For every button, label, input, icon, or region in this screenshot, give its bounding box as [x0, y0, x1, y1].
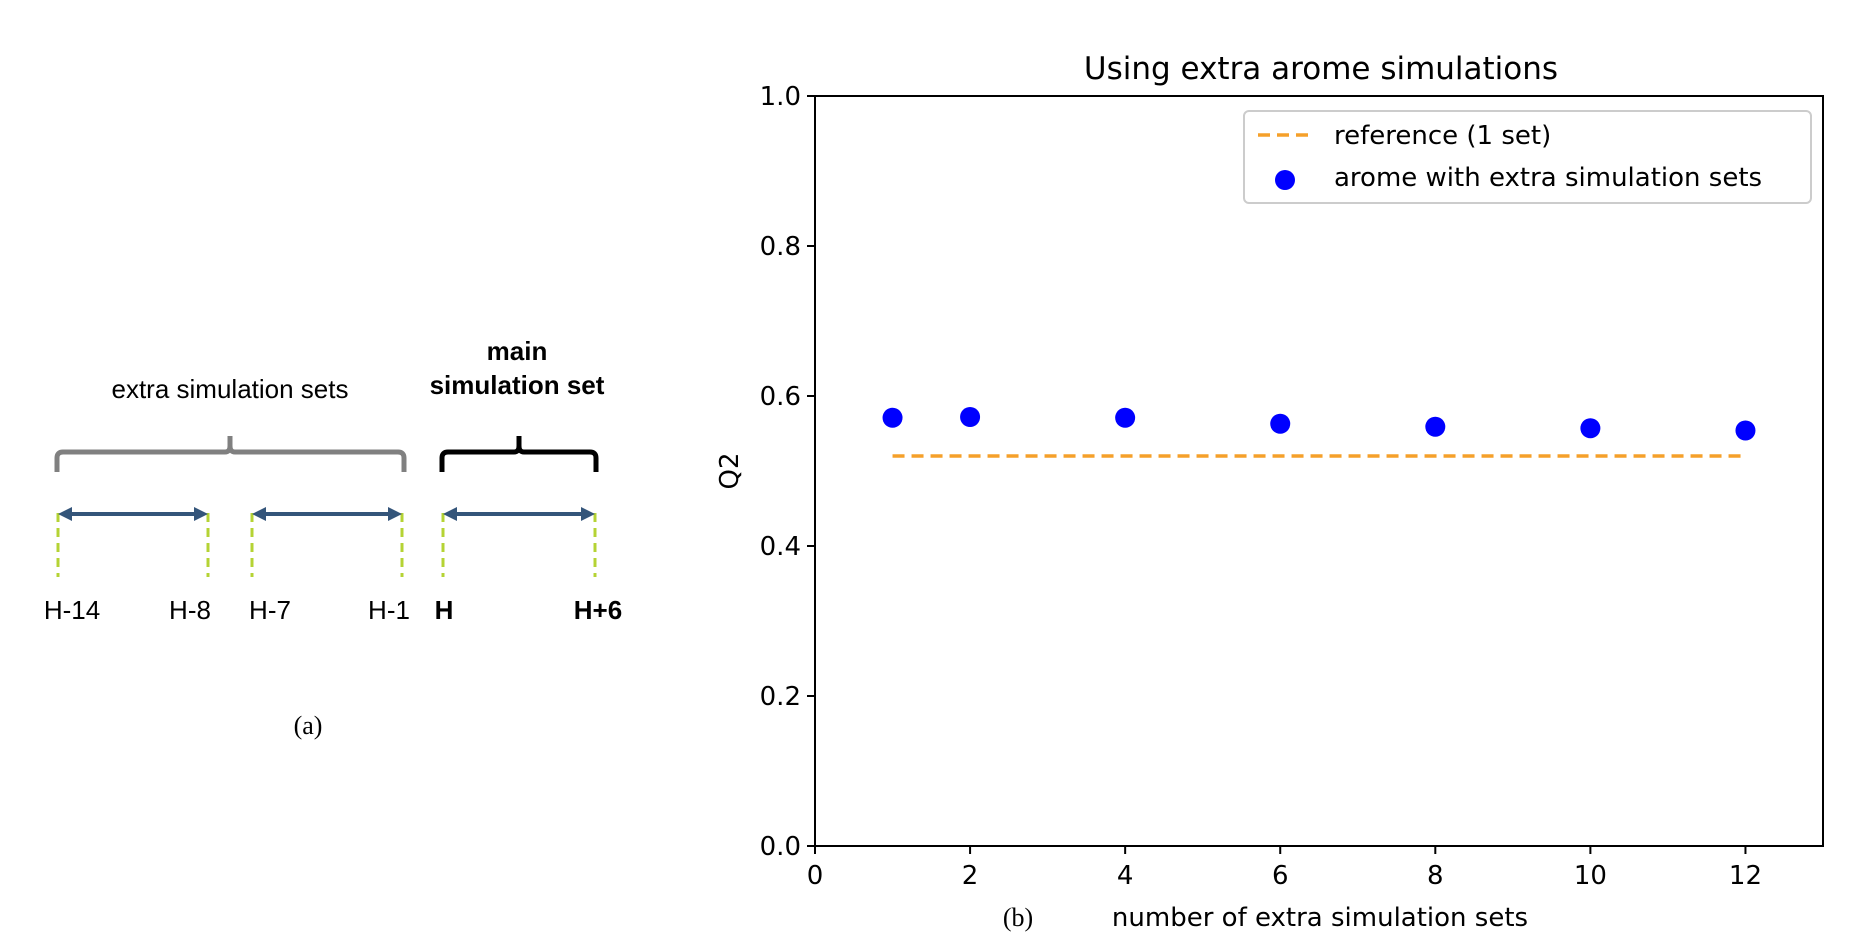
x-tick-label: 10: [1574, 861, 1607, 891]
y-axis-label: Q2: [715, 452, 745, 489]
extra-sets-label: extra simulation sets: [112, 374, 349, 404]
caption-a: (a): [294, 711, 323, 740]
data-point: [960, 407, 981, 427]
double-arrow-2: [252, 507, 402, 521]
tick-label-h7: H-7: [249, 595, 291, 625]
legend-arome-label: arome with extra simulation sets: [1334, 163, 1762, 193]
y-tick-label: 0.6: [760, 382, 801, 412]
chart: Using extra arome simulations 0 2 4 6 8 10 120…: [715, 51, 1824, 933]
tick-label-h14: H-14: [44, 595, 100, 625]
x-tick-label: 6: [1272, 861, 1289, 891]
tick-label-h: H: [435, 595, 454, 625]
data-point: [882, 407, 903, 428]
data-point: [1425, 416, 1446, 437]
x-tick-label: 0: [807, 861, 824, 891]
data-point: [1580, 418, 1601, 439]
extra-sets-brace: [54, 436, 407, 472]
x-tick-label: 4: [1117, 861, 1134, 891]
main-set-label-line2: simulation set: [430, 370, 605, 400]
legend: reference (1 set) arome with extra simul…: [1243, 110, 1812, 204]
tick-label-h6: H+6: [574, 595, 622, 625]
y-tick-label: 0.2: [760, 682, 801, 712]
caption-b: (b): [1003, 903, 1033, 932]
main-set-label-line1: main: [487, 336, 548, 366]
y-tick-label: 0.0: [760, 832, 801, 862]
legend-box: [1243, 110, 1812, 204]
legend-arome-swatch: [1275, 170, 1295, 190]
panel-a-diagram: extra simulation sets main simulation se…: [44, 336, 622, 740]
x-tick-label: 2: [962, 861, 979, 891]
tick-label-h1: H-1: [368, 595, 410, 625]
data-point: [1270, 413, 1291, 434]
plot-marks: [882, 407, 1756, 458]
data-point: [1735, 420, 1756, 441]
x-tick-label: 12: [1729, 861, 1762, 891]
axis-ticks: 0 2 4 6 8 10 12 0.0 0.2 0.4 0.6 0.8 1.0: [760, 82, 1762, 891]
double-arrow-3: [443, 507, 595, 521]
double-arrow-1: [58, 507, 208, 521]
y-tick-label: 1.0: [760, 82, 801, 112]
x-tick-label: 8: [1427, 861, 1444, 891]
legend-reference-label: reference (1 set): [1334, 121, 1551, 151]
data-point: [1115, 407, 1136, 428]
chart-title: Using extra arome simulations: [1084, 51, 1558, 87]
plot-frame: [814, 95, 1824, 847]
main-set-brace: [439, 436, 599, 472]
tick-label-h8: H-8: [169, 595, 211, 625]
y-tick-label: 0.8: [760, 232, 801, 262]
y-tick-label: 0.4: [760, 532, 801, 562]
x-axis-label: number of extra simulation sets: [1112, 903, 1528, 933]
